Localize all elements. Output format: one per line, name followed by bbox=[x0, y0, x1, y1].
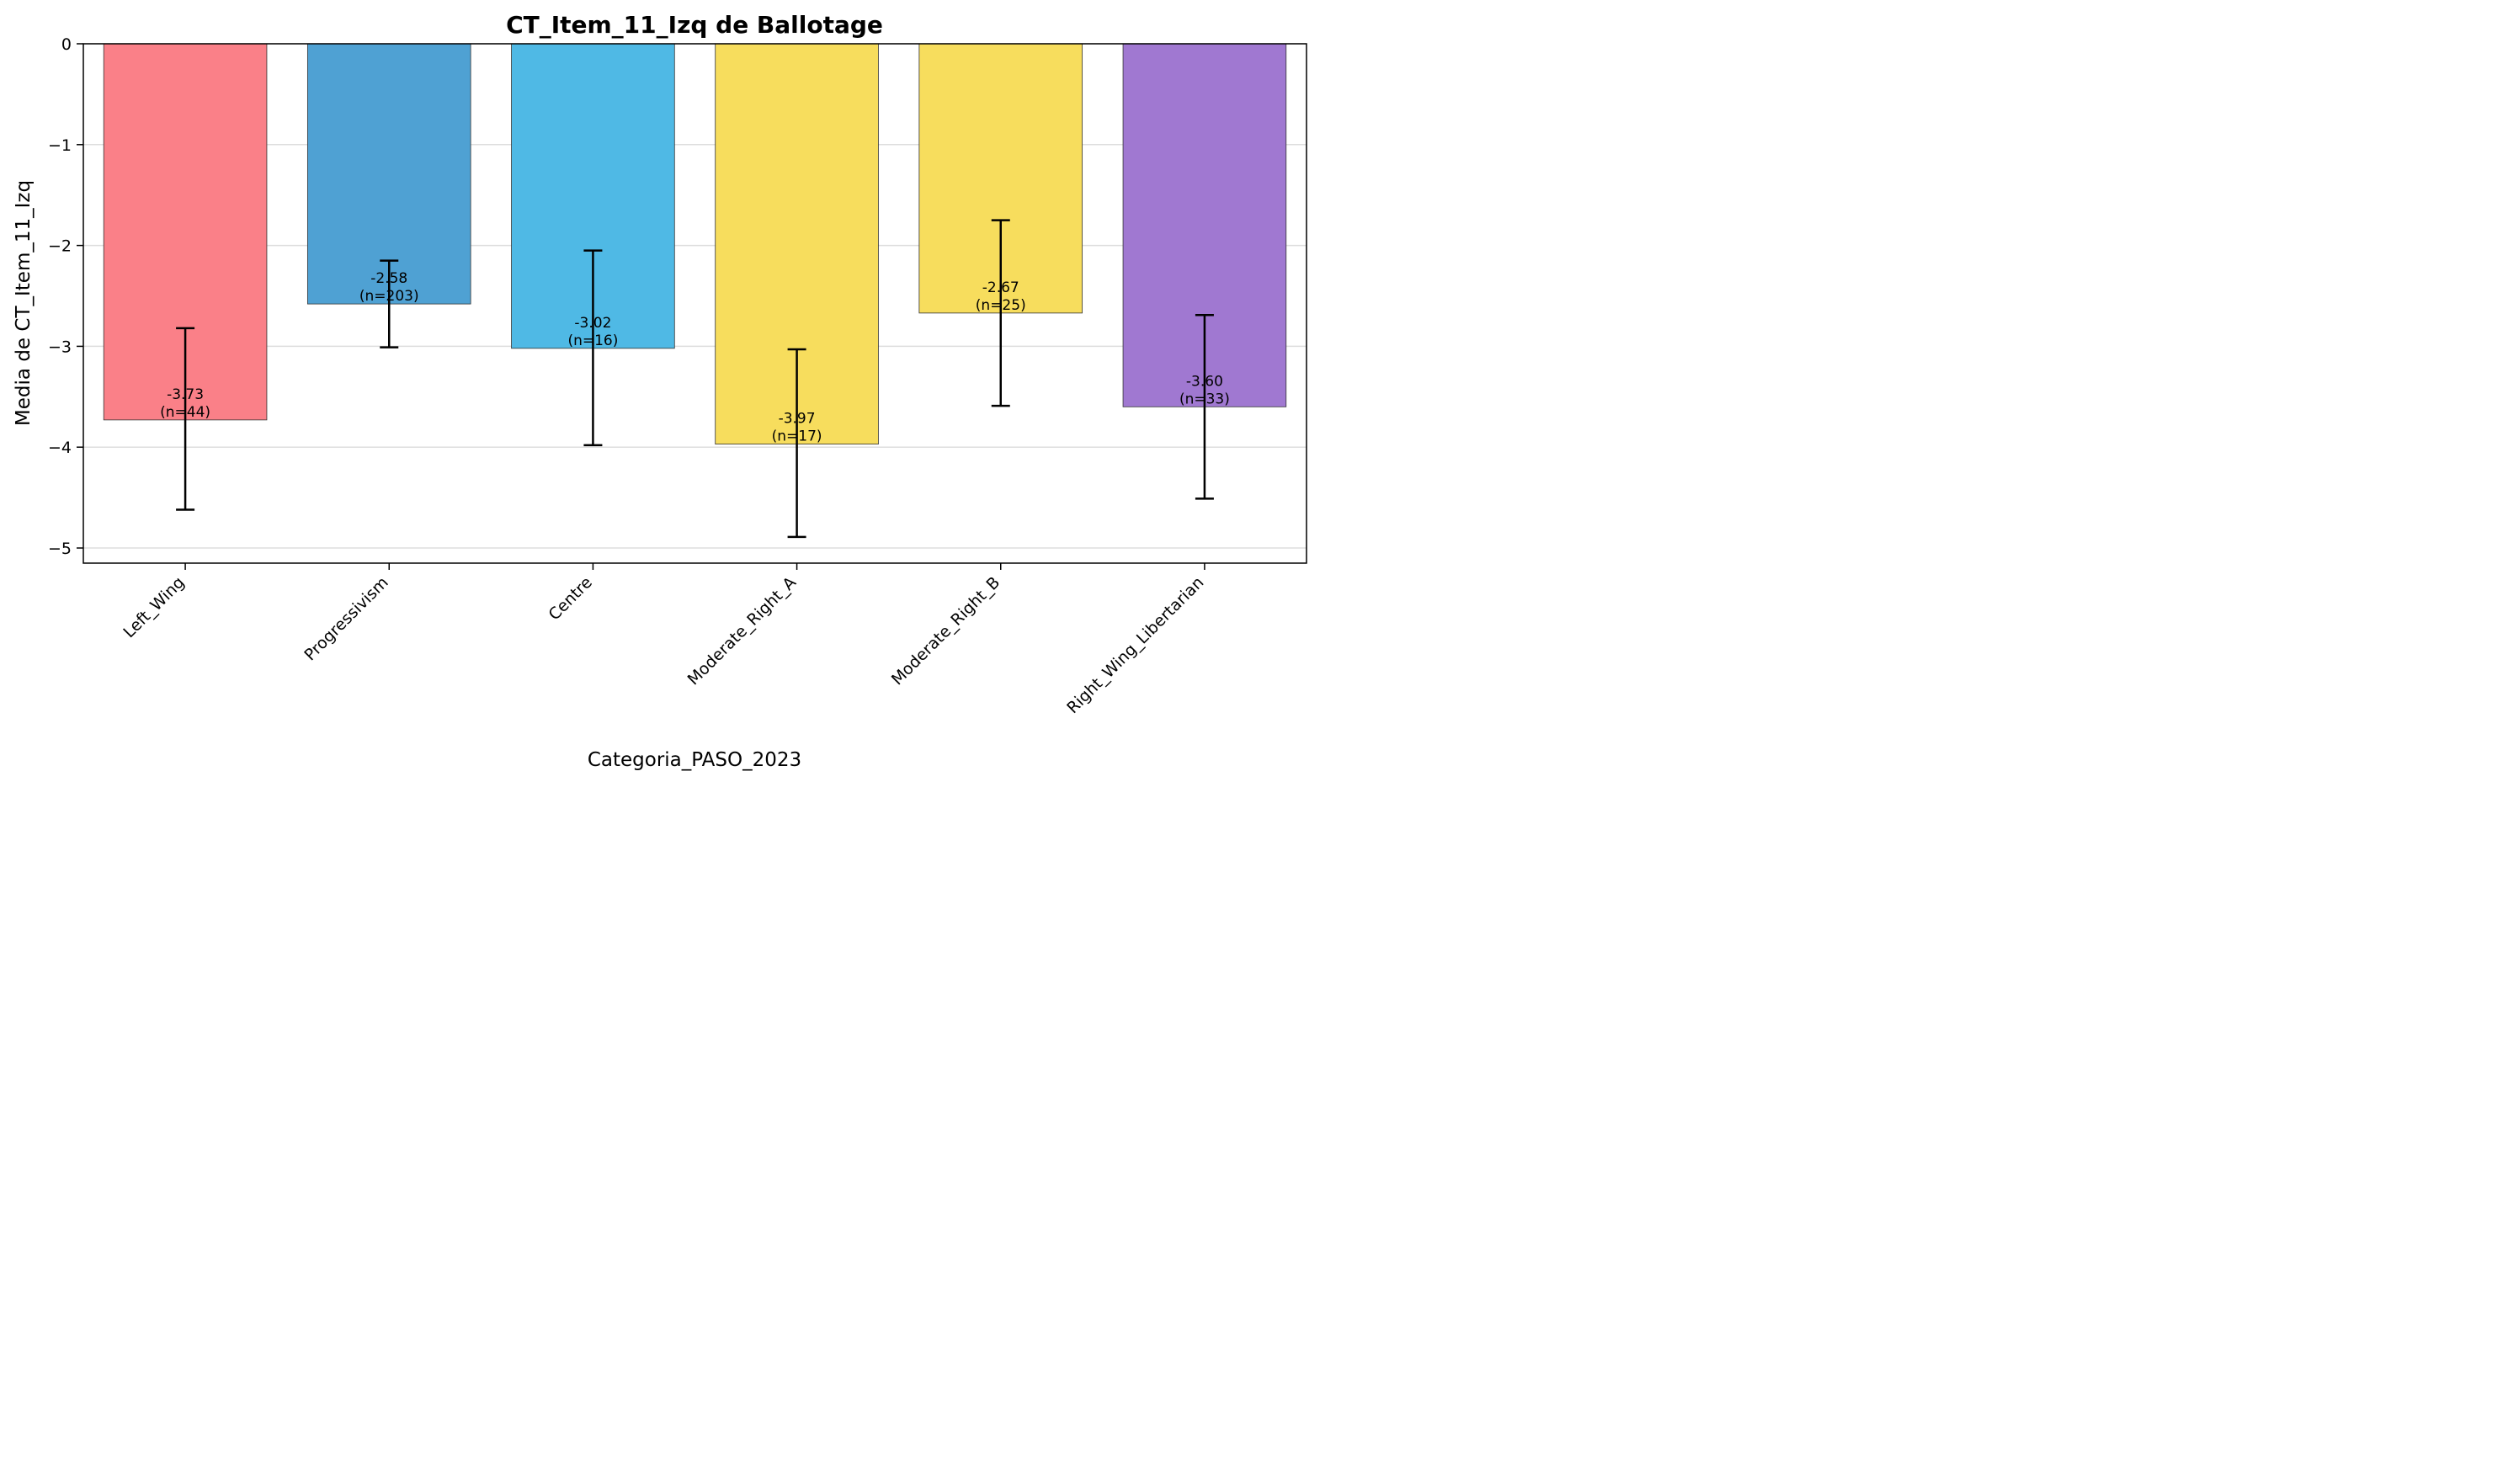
error-bars bbox=[176, 219, 1214, 539]
chart-title: CT_Item_11_Izq de Ballotage bbox=[506, 11, 883, 39]
y-tick-label: −2 bbox=[48, 237, 72, 256]
y-tick-label: −5 bbox=[48, 540, 72, 558]
data-label-n: (n=33) bbox=[1179, 391, 1230, 407]
data-label-n: (n=25) bbox=[976, 297, 1026, 314]
data-label-n: (n=203) bbox=[359, 288, 419, 305]
data-label-n: (n=44) bbox=[160, 404, 210, 421]
y-tick-label: −4 bbox=[48, 439, 72, 457]
data-label-n: (n=16) bbox=[567, 332, 618, 349]
y-tick-label: −1 bbox=[48, 136, 72, 155]
y-tick-label: 0 bbox=[61, 35, 72, 54]
data-label-value: -3.02 bbox=[574, 315, 611, 332]
data-label-n: (n=17) bbox=[772, 428, 822, 445]
y-axis: 0 −1 −2 −3 −4 −5 bbox=[48, 35, 83, 558]
data-label-value: -3.60 bbox=[1186, 373, 1223, 390]
y-axis-label: Media de CT_Item_11_Izq bbox=[13, 180, 35, 426]
data-label-value: -2.58 bbox=[370, 270, 407, 287]
data-labels: -3.73(n=44)-2.58(n=203)-3.02(n=16)-3.97(… bbox=[160, 270, 1230, 445]
data-label-value: -2.67 bbox=[982, 279, 1019, 296]
bars bbox=[103, 43, 1287, 445]
data-label-value: -3.73 bbox=[167, 386, 204, 403]
y-tick-label: −3 bbox=[48, 338, 72, 356]
data-label-value: -3.97 bbox=[779, 411, 816, 428]
plot-area bbox=[82, 43, 1307, 564]
bar-chart: CT_Item_11_Izq de Ballotage -3.73(n=44) -… bbox=[0, 0, 1317, 789]
x-axis-label: Categoria_PASO_2023 bbox=[588, 749, 801, 771]
